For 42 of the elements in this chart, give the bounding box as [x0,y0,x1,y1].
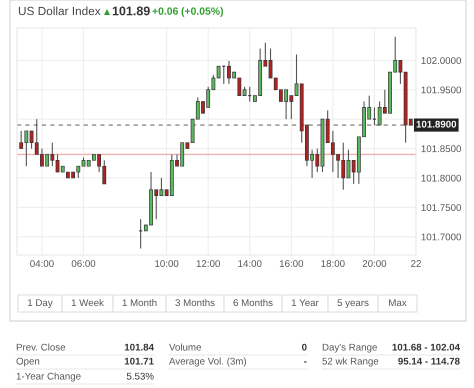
text: 1 Month [122,298,156,306]
text: 1-Year Change [16,372,81,382]
y-tick-label: 101.7500 [422,204,462,211]
x-tick-label: 14:00 [238,260,262,267]
x-tick-label: 18:00 [321,260,345,267]
text: - [304,361,307,363]
text: 5 years [337,299,369,308]
x-tick-label: 22 [411,260,421,267]
x-tick-label: 06:00 [72,260,96,267]
x-tick-label: 12:00 [196,260,220,267]
text: Prev. Close [16,343,66,351]
x-tick-label: 16:00 [280,260,304,267]
text: 0 [302,344,307,351]
chart-title: US Dollar Index [18,6,101,16]
text: 52 wk Range [322,357,378,367]
x-tick-label: 10:00 [155,260,178,267]
text: +0.06 [152,7,178,15]
text: 1 Year [292,299,319,306]
text: 101.89 [112,6,150,16]
text: (+0.05%) [182,7,224,17]
x-tick-label: 04:00 [30,260,54,267]
y-tick-label: 102.0000 [422,57,462,64]
text: Day's Range [322,344,377,353]
text: Max [389,299,407,306]
text: 1 Week [72,298,104,306]
ref-line-label: 101.8900 [416,120,456,128]
y-tick-label: 101.8000 [422,174,462,182]
text: Open [16,358,40,367]
text: 6 Months [234,298,273,306]
text: 101.68 - 102.04 [392,344,460,351]
text: 101.71 [124,358,154,365]
text: Volume [169,343,201,351]
y-tick-label: 101.7000 [422,234,462,240]
text: 1 Day [28,299,53,308]
text: 95.14 - 114.78 [398,358,460,365]
text: Average Vol. (3m) [169,357,246,367]
y-tick-label: 101.9500 [422,86,462,94]
y-tick-label: 101.8500 [422,145,462,152]
text: 101.84 [124,344,154,351]
text: 3 Months [175,298,215,306]
text: 5.53% [126,372,154,380]
x-tick-label: 20:00 [362,260,386,267]
